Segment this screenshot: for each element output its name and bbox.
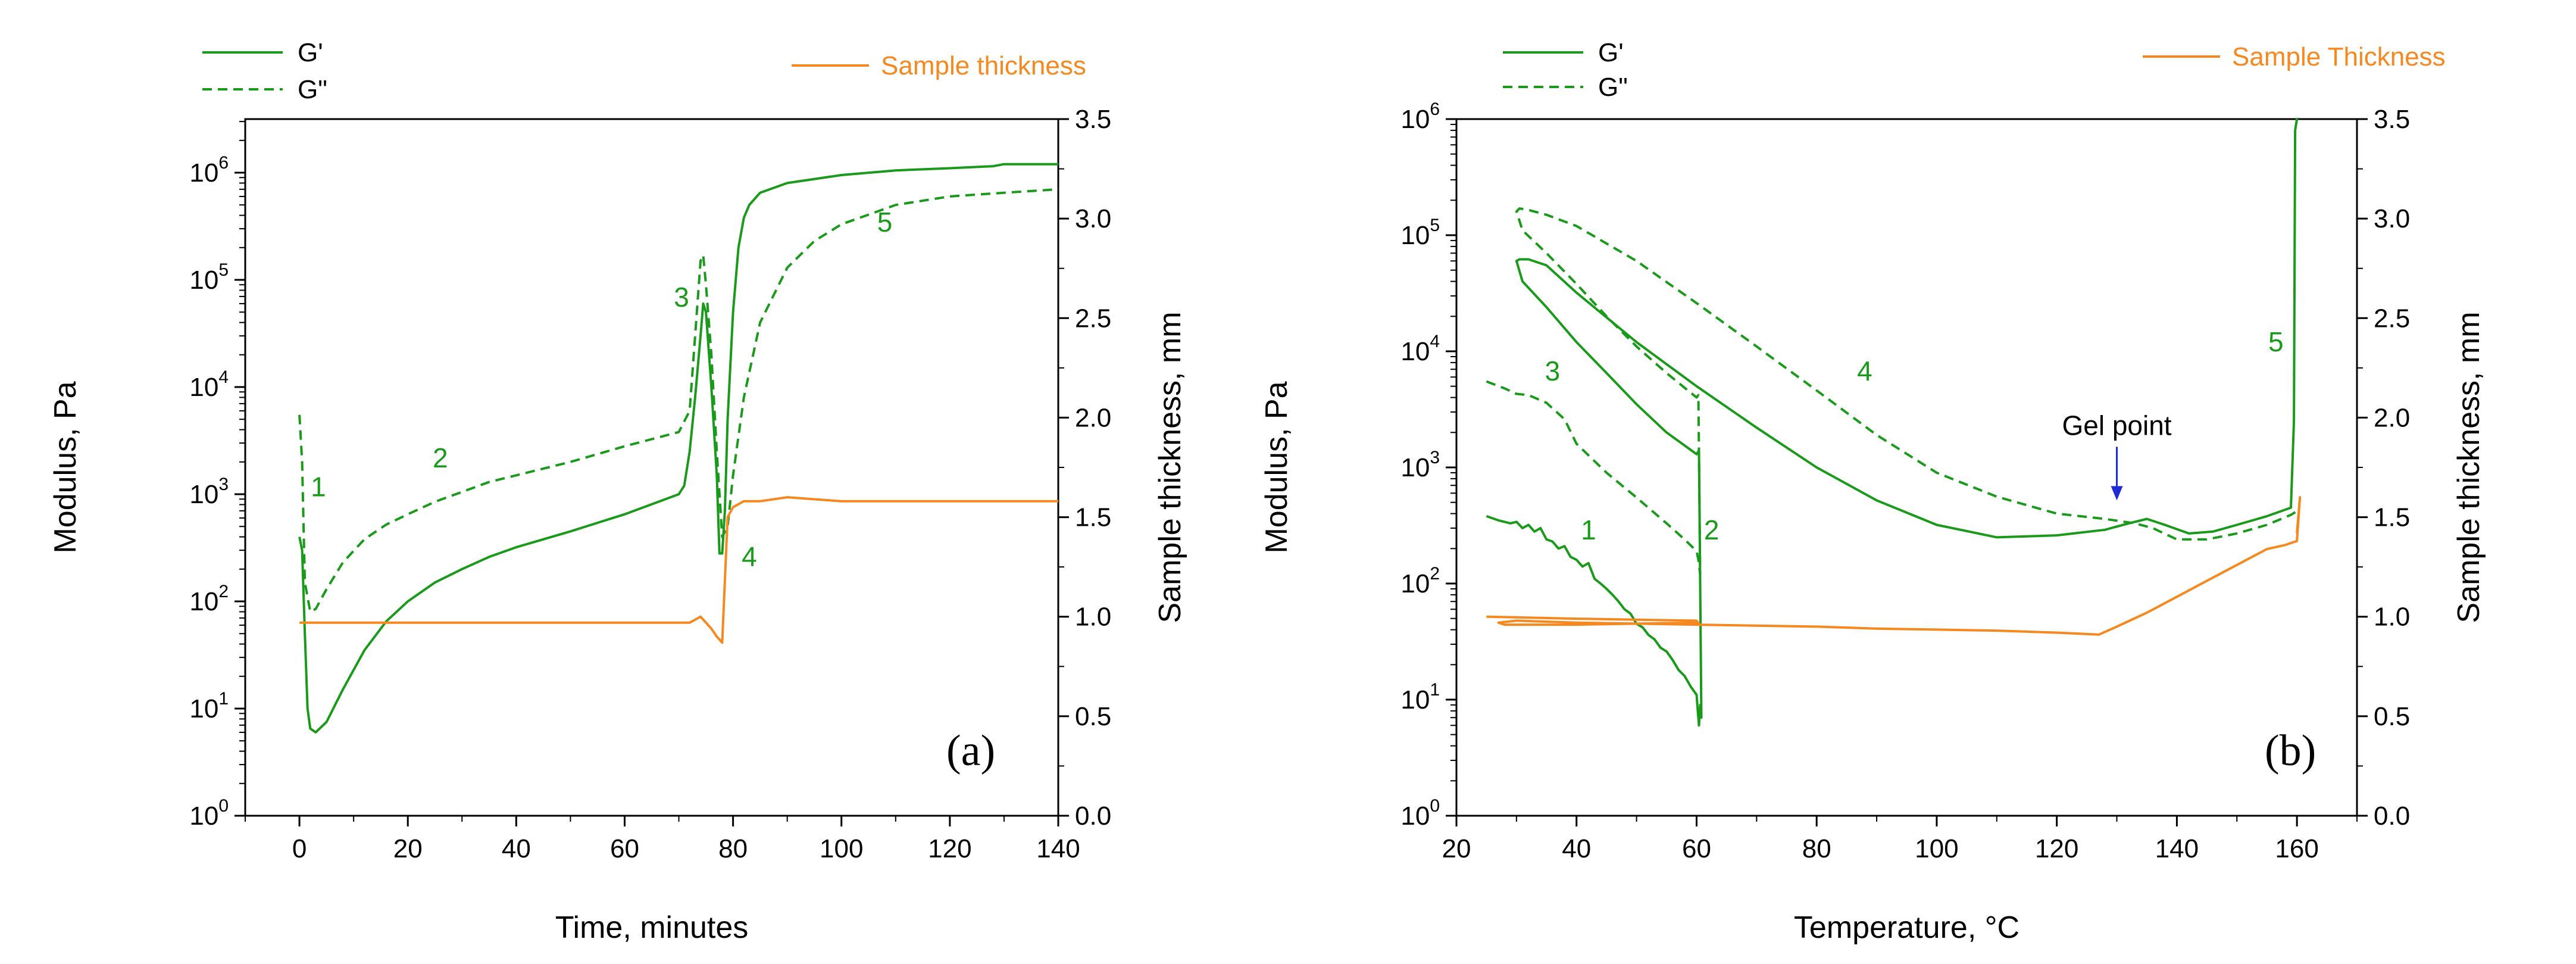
- x-tick-label: 140: [1036, 834, 1080, 863]
- y-right-tick-label: 1.0: [1075, 603, 1111, 632]
- y-left-tick-label: 100: [189, 796, 229, 831]
- y-right-tick-label: 1.5: [1075, 503, 1111, 532]
- plot-frame: [1455, 118, 2358, 817]
- series-line-samplethickness: [1486, 496, 2302, 636]
- series-line-samplethickness: [299, 496, 1058, 644]
- y-left-axis-label: Modulus, Pa: [48, 381, 83, 553]
- x-axis-label: Time, minutes: [555, 910, 749, 945]
- legend-label: G': [298, 38, 323, 67]
- y-left-axis-label: Modulus, Pa: [1259, 381, 1294, 553]
- x-tick-label: 140: [2155, 834, 2199, 863]
- chart-panel-1: 20 40 60 80 100 120 140 16010010110210310410510…: [1259, 38, 2486, 945]
- series-line-g: [1486, 118, 2299, 727]
- x-tick-label: 60: [610, 834, 639, 863]
- x-tick-label: 40: [1562, 834, 1591, 863]
- annotation-label: 4: [742, 541, 757, 572]
- y-right-tick-label: 1.0: [2374, 603, 2410, 632]
- series-line-g: [298, 163, 1058, 734]
- y-left-tick-label: 101: [189, 689, 229, 723]
- y-left-tick-label: 102: [1400, 564, 1440, 598]
- legend-label: G': [1598, 38, 1624, 67]
- y-right-axis-label: Sample thickness, mm: [1153, 311, 1187, 623]
- y-left-tick-label: 106: [1400, 99, 1440, 134]
- series-line-g-double-prime: [298, 188, 1058, 613]
- x-tick-label: 40: [502, 834, 531, 863]
- y-left-tick-label: 102: [189, 582, 229, 616]
- x-tick-label: 160: [2275, 834, 2318, 863]
- y-right-tick-label: 0.5: [1075, 702, 1111, 731]
- x-tick-label: 100: [1915, 834, 1958, 863]
- y-right-tick-label: 0.5: [2374, 702, 2410, 731]
- x-tick-label: 120: [2035, 834, 2078, 863]
- x-tick-label: 80: [1802, 834, 1831, 863]
- gel-point-arrowhead: [2111, 486, 2123, 501]
- y-right-tick-label: 2.5: [2374, 304, 2410, 333]
- annotation-gel-point: Gel point: [2062, 410, 2171, 441]
- annotation-label: 5: [877, 207, 893, 238]
- annotation-label: 2: [433, 442, 448, 473]
- annotation-label: 5: [2268, 326, 2284, 357]
- y-left-tick-label: 105: [1400, 216, 1440, 250]
- y-right-tick-label: 0.0: [2374, 801, 2410, 831]
- y-right-tick-label: 3.0: [2374, 204, 2410, 233]
- legend-label-thickness: Sample thickness: [881, 51, 1086, 80]
- legend-label: G": [1598, 73, 1628, 102]
- y-right-tick-label: 3.5: [2374, 105, 2410, 134]
- y-left-tick-label: 104: [1400, 332, 1440, 366]
- panel-label: (a): [946, 726, 995, 775]
- x-tick-label: 80: [718, 834, 748, 863]
- y-left-tick-label: 100: [1400, 796, 1440, 831]
- annotation-label: 1: [1581, 514, 1596, 545]
- chart-panel-0: 0 20 40 60 80 100 120 140 100 101 102 103 104 105 106 0…: [48, 38, 1187, 945]
- annotation-label: 2: [1704, 514, 1720, 545]
- y-right-tick-label: 0.0: [1075, 801, 1111, 831]
- x-tick-label: 120: [928, 834, 971, 863]
- y-right-tick-label: 2.0: [1075, 403, 1111, 432]
- series-line-g-double-prime: [1486, 207, 2298, 576]
- annotation-label: 3: [1545, 355, 1561, 386]
- y-right-tick-label: 3.5: [1075, 105, 1111, 134]
- y-left-tick-label: 105: [189, 260, 229, 295]
- x-tick-label: 20: [1442, 834, 1471, 863]
- y-left-tick-label: 103: [189, 475, 229, 509]
- legend-label-thickness: Sample Thickness: [2232, 42, 2446, 71]
- y-left-tick-label: 104: [189, 367, 229, 402]
- x-axis-label: Temperature, °C: [1794, 910, 2019, 945]
- y-right-tick-label: 2.0: [2374, 403, 2410, 432]
- plot-frame: [244, 118, 1059, 817]
- legend-label: G": [298, 75, 327, 104]
- annotation-label: 4: [1857, 355, 1872, 386]
- y-left-tick-label: 101: [1400, 680, 1440, 715]
- y-left-tick-label: 103: [1400, 448, 1440, 482]
- y-right-tick-label: 1.5: [2374, 503, 2410, 532]
- y-right-tick-label: 3.0: [1075, 204, 1111, 233]
- y-left-tick-label: 106: [189, 153, 229, 188]
- y-right-axis-label: Sample thickness, mm: [2452, 311, 2486, 623]
- x-tick-label: 60: [1682, 834, 1711, 863]
- y-right-tick-label: 2.5: [1075, 304, 1111, 333]
- x-tick-label: 100: [820, 834, 863, 863]
- x-tick-label: 0: [292, 834, 307, 863]
- annotation-label: 3: [674, 282, 689, 313]
- x-tick-label: 20: [393, 834, 423, 863]
- panel-label: (b): [2265, 726, 2316, 775]
- annotation-label: 1: [311, 472, 326, 503]
